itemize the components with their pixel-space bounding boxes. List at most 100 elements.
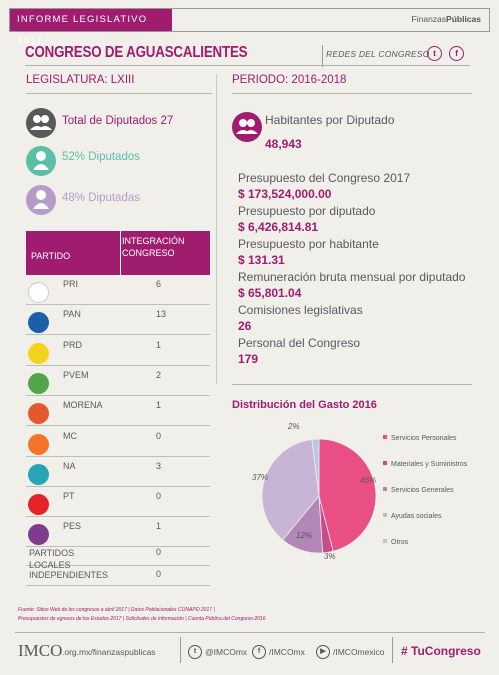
party-name: PAN — [63, 309, 81, 320]
party-logo-icon — [28, 372, 49, 394]
facebook-icon: f — [252, 645, 266, 659]
table-row: PARTIDOS LOCALES 0 — [26, 544, 210, 570]
legend-swatch — [383, 461, 387, 465]
legend-entry: Otros — [391, 539, 409, 546]
party-name: PES — [63, 521, 82, 532]
table-row: PAN 13 — [26, 305, 210, 336]
party-seats: 0 — [156, 491, 162, 502]
legend-entry: Servicios Personales — [391, 435, 457, 442]
col-congreso: CONGRESO — [122, 248, 175, 258]
pie-data-label: 46% — [360, 476, 376, 485]
pie-data-label: 2% — [287, 422, 300, 431]
party-table-header: PARTIDO INTEGRACIÓN CONGRESO — [26, 231, 210, 275]
footnote-line-1: Fuente: Sitios Web de los congresos a ab… — [18, 607, 215, 613]
party-seats: 0 — [156, 430, 162, 441]
stat-value: $ 6,426,814.81 — [238, 220, 319, 234]
divider — [232, 93, 472, 94]
party-logo-icon — [28, 463, 49, 485]
party-logo-icon — [28, 312, 49, 334]
party-seats: 1 — [156, 521, 162, 532]
pie-data-label: 3% — [324, 552, 336, 561]
table-row: PRD 1 — [26, 336, 210, 366]
report-tag: INFORME LEGISLATIVO 2017 — [10, 9, 172, 47]
footer-hashtag[interactable]: # TuCongreso — [401, 644, 481, 658]
party-name: PRD — [63, 339, 83, 350]
table-row: PVEM 2 — [26, 366, 210, 396]
female-icon — [26, 185, 56, 215]
divider — [26, 93, 212, 94]
habitantes-label: Habitantes por Diputado — [265, 113, 395, 127]
party-seats: 13 — [156, 309, 167, 320]
facebook-icon[interactable]: f — [449, 46, 464, 61]
party-seats: 1 — [156, 339, 162, 350]
party-seats: 6 — [156, 279, 162, 289]
party-name: PVEM — [63, 369, 89, 380]
pie-slice — [318, 438, 377, 552]
divider — [25, 65, 470, 66]
legend-swatch — [383, 539, 387, 543]
twitter-icon: t — [188, 645, 202, 659]
divider — [15, 632, 485, 633]
divider — [232, 384, 472, 385]
party-seats: 1 — [156, 400, 162, 411]
stat-value: $ 65,801.04 — [238, 286, 302, 300]
party-seats: 0 — [156, 569, 162, 579]
footer-facebook[interactable]: /IMCOmx — [269, 647, 305, 657]
party-name: PT — [63, 491, 75, 502]
party-name: MC — [63, 430, 77, 441]
pie-data-label: 12% — [296, 531, 312, 540]
legend-entry: Ayudas sociales — [391, 513, 442, 520]
stat-label: Presupuesto por diputado — [238, 204, 376, 218]
pie-slice — [261, 439, 320, 541]
legend-entry: Materiales y Suministros — [391, 461, 468, 468]
stat-value: $ 173,524,000.00 — [238, 187, 332, 201]
top-bar: INFORME LEGISLATIVO 2017 FinanzasPública… — [9, 8, 490, 47]
brand-label: FinanzasPúblicas — [411, 14, 481, 24]
party-logo-icon — [28, 342, 49, 364]
diputadas-percent: 48% Diputadas — [62, 192, 140, 204]
legend-swatch — [383, 487, 387, 491]
periodo-label: PERIODO: 2016-2018 — [232, 74, 347, 86]
redes-label: REDES DEL CONGRESO — [326, 49, 430, 59]
table-row: PT 0 — [26, 487, 210, 518]
party-logo-icon — [28, 403, 49, 425]
table-row: PES 1 — [26, 517, 210, 548]
stat-label: Personal del Congreso — [238, 336, 361, 350]
legend-swatch — [383, 435, 387, 439]
table-row: MC 0 — [26, 427, 210, 457]
table-row: NA 3 — [26, 457, 210, 487]
youtube-icon: ▶ — [316, 645, 330, 659]
table-row: PRI 6 — [26, 275, 210, 305]
divider — [322, 45, 323, 67]
table-row: INDEPENDIENTES 0 — [26, 566, 210, 586]
stat-label: Presupuesto del Congreso 2017 — [238, 171, 411, 185]
pie-slice — [311, 438, 320, 497]
stat-value: 179 — [238, 352, 259, 366]
total-diputados: Total de Diputados 27 — [62, 115, 174, 127]
group-icon — [26, 108, 56, 138]
col-integracion: INTEGRACIÓN — [122, 236, 185, 246]
twitter-icon[interactable]: t — [427, 46, 442, 61]
legend-entry: Servicios Generales — [391, 487, 454, 494]
chart-title: Distribución del Gasto 2016 — [232, 399, 377, 411]
imco-logo: IMCO — [18, 641, 63, 660]
party-seats: 2 — [156, 369, 162, 380]
footer-twitter[interactable]: @IMCOmx — [205, 647, 248, 657]
footer-youtube[interactable]: /IMCOmexico — [333, 647, 385, 657]
party-logo-icon — [28, 524, 49, 546]
party-logo-icon — [28, 494, 49, 516]
stat-value: 26 — [238, 319, 252, 333]
party-name: PARTIDOS LOCALES — [29, 548, 75, 570]
habitantes-value: 48,943 — [265, 137, 302, 151]
column-divider — [216, 74, 217, 384]
stat-label: Comisiones legislativas — [238, 303, 363, 317]
party-name: NA — [63, 460, 76, 471]
pie-chart: 46% 3% 12% 37% 2% Servicios Personales Materia… — [252, 422, 468, 561]
page-title: CONGRESO DE AGUASCALIENTES — [25, 44, 248, 61]
footer-url[interactable]: .org.mx/finanzaspublicas — [62, 647, 156, 657]
footnote-line-2: Presupuestos de egresos de los Estados 2… — [18, 616, 266, 622]
party-seats: 0 — [156, 547, 162, 557]
stat-label: Presupuesto por habitante — [238, 237, 379, 251]
stat-label: Remuneración bruta mensual por diputado — [238, 270, 466, 284]
party-name: PRI — [63, 279, 79, 289]
